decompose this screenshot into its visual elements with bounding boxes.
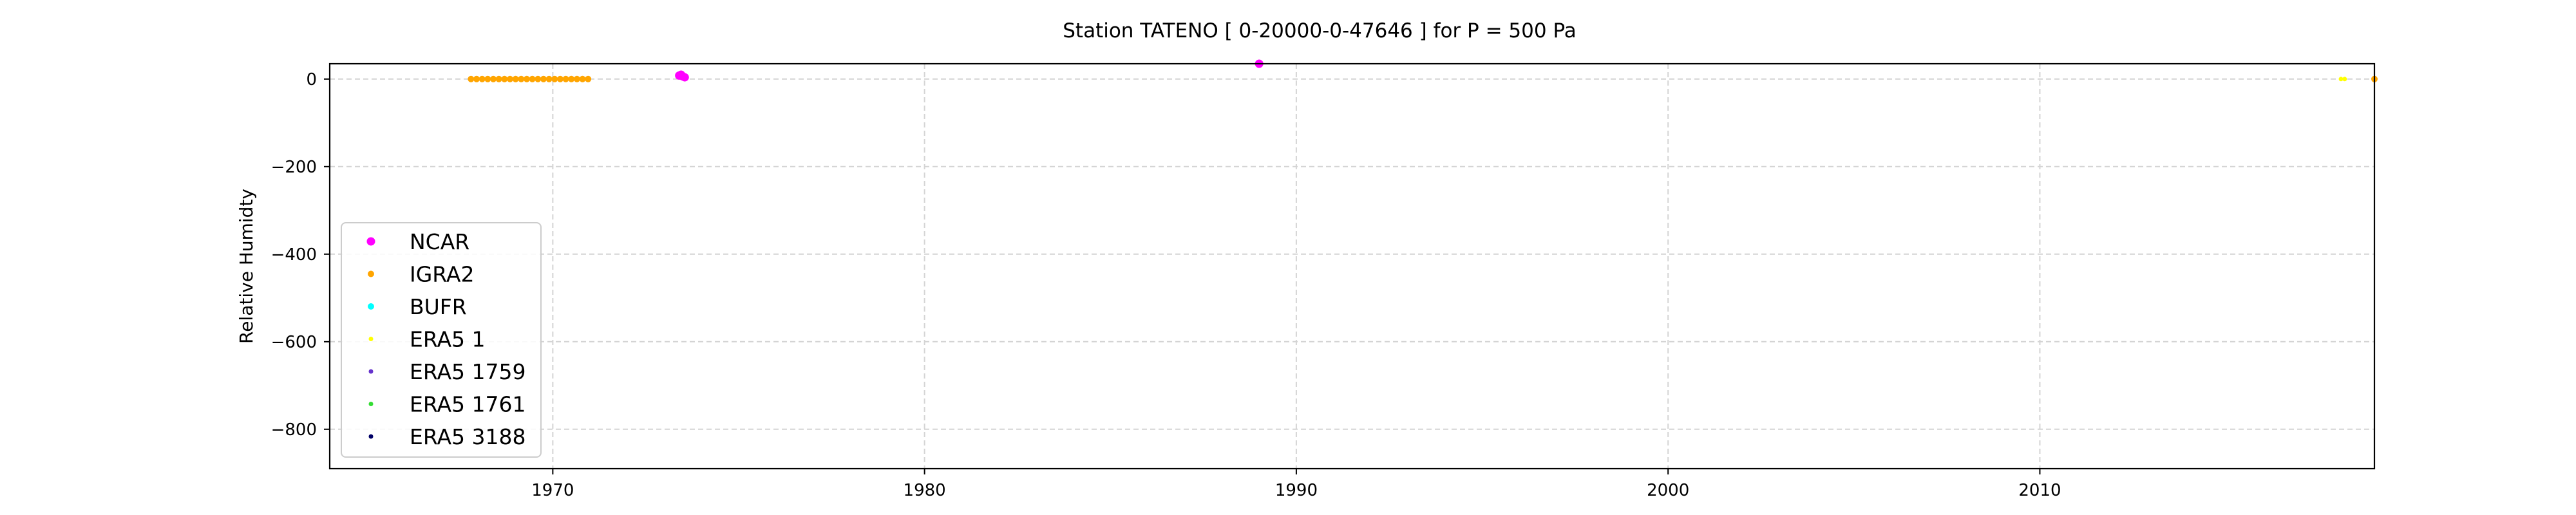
x-tick-label: 1980 xyxy=(904,481,946,500)
legend-marker xyxy=(368,303,374,310)
data-point-igra2 xyxy=(473,75,480,82)
y-tick-label: 0 xyxy=(306,70,317,89)
chart-title: Station TATENO [ 0-20000-0-47646 ] for P… xyxy=(1063,19,1577,42)
legend-label: ERA5 1759 xyxy=(410,359,526,384)
legend-marker xyxy=(368,369,374,374)
data-point-igra2 xyxy=(551,75,558,82)
legend-label: ERA5 1761 xyxy=(410,392,526,417)
legend-label: BUFR xyxy=(410,294,467,319)
data-point-igra2 xyxy=(556,75,564,82)
data-point-igra2 xyxy=(573,75,580,82)
data-point-igra2 xyxy=(585,75,592,82)
data-point-igra2 xyxy=(506,75,513,82)
data-point-igra2 xyxy=(568,75,575,82)
legend-marker xyxy=(368,270,374,277)
legend-marker xyxy=(368,434,374,439)
legend-box xyxy=(341,222,542,458)
legend-label: ERA5 3188 xyxy=(410,424,526,449)
data-point-igra2 xyxy=(562,75,569,82)
data-point-igra2 xyxy=(545,75,553,82)
legend-marker xyxy=(366,237,375,246)
legend-marker xyxy=(368,402,374,406)
legend-marker xyxy=(368,337,374,341)
data-point-igra2 xyxy=(523,75,530,82)
y-tick-label: −400 xyxy=(271,245,317,265)
data-point-igra2 xyxy=(535,75,542,82)
data-point-igra2 xyxy=(512,75,519,82)
x-tick-label: 1990 xyxy=(1275,481,1318,500)
legend-label: ERA5 1 xyxy=(410,327,486,352)
data-point-igra2 xyxy=(490,75,497,82)
x-tick-label: 2010 xyxy=(2018,481,2061,500)
data-point-ncar xyxy=(680,73,689,82)
data-point-igra2 xyxy=(501,75,508,82)
data-point-igra2 xyxy=(529,75,536,82)
data-point-igra2 xyxy=(540,75,547,82)
data-point-igra2 xyxy=(579,75,586,82)
data-point-igra2 xyxy=(468,75,475,82)
plot-area-frame xyxy=(328,62,2376,470)
data-point-igra2 xyxy=(484,75,491,82)
data-points xyxy=(468,59,2378,82)
legend-label: NCAR xyxy=(410,229,469,254)
y-axis-label: Relative Humidty xyxy=(236,189,257,344)
axis-ticks: 1970 1980 1990 2000 2010 0 −200 −400 −600 −800 xyxy=(271,70,2061,500)
data-point-era5-1 xyxy=(2338,77,2344,82)
legend: NCAR IGRA2 BUFR ERA5 1 ERA5 1759 ERA5 1761 ERA… xyxy=(341,222,542,458)
data-point-igra2 xyxy=(518,75,525,82)
data-point-igra2 xyxy=(478,75,486,82)
x-tick-label: 1970 xyxy=(531,481,574,500)
x-tick-label: 2000 xyxy=(1647,481,1689,500)
data-point-era5-1 xyxy=(2342,77,2347,82)
y-tick-label: −600 xyxy=(271,333,317,352)
legend-label: IGRA2 xyxy=(410,262,474,287)
data-point-igra2 xyxy=(495,75,502,82)
y-tick-label: −200 xyxy=(271,158,317,177)
grid-lines xyxy=(330,64,2374,469)
y-tick-label: −800 xyxy=(271,420,317,440)
